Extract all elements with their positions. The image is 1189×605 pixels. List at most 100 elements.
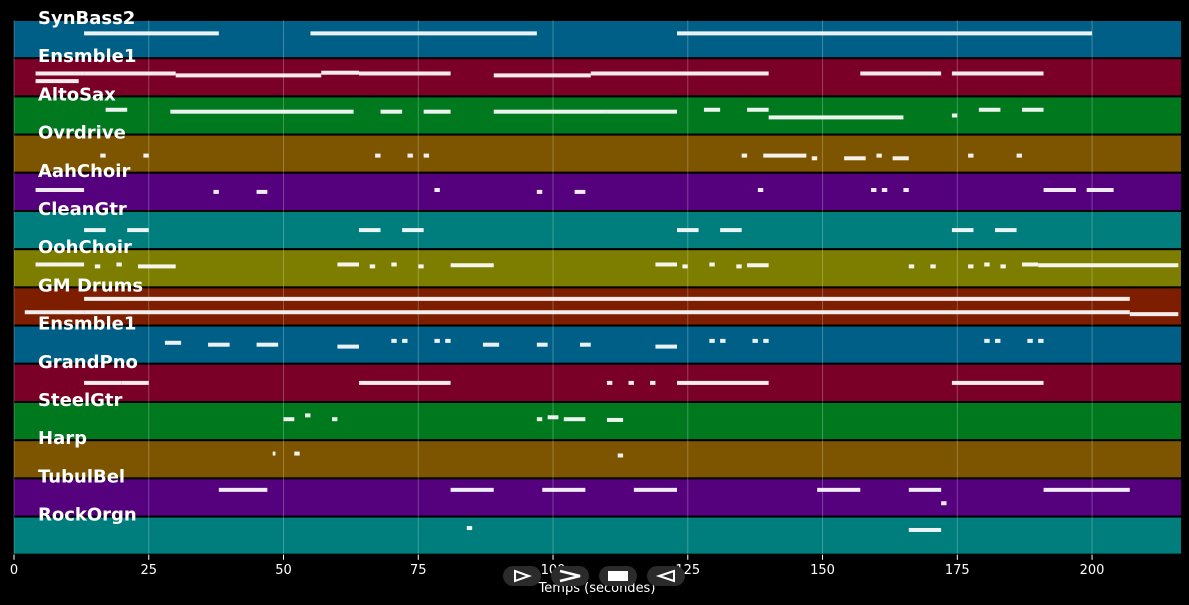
x-tick-label: 150 bbox=[810, 563, 835, 578]
stop-button[interactable] bbox=[599, 566, 637, 586]
track-lane bbox=[14, 212, 1181, 249]
track-lane bbox=[14, 21, 1181, 58]
note-bar bbox=[84, 31, 219, 36]
note-bar bbox=[1086, 187, 1114, 192]
x-tick-label: 50 bbox=[275, 563, 292, 578]
note-bar bbox=[860, 71, 942, 76]
note-bar bbox=[677, 31, 1093, 36]
note-bar bbox=[294, 451, 300, 456]
note-bar bbox=[121, 380, 149, 385]
track-labels: SynBass2 Ensmble1 AltoSax Ovrdrive AahChoir C… bbox=[38, 8, 143, 526]
note-bar bbox=[951, 71, 1044, 76]
note-bar bbox=[391, 262, 397, 267]
note-bar bbox=[811, 156, 818, 161]
note-bar bbox=[871, 187, 877, 192]
note-bar bbox=[951, 228, 974, 233]
note-bar bbox=[358, 71, 451, 76]
note-bar bbox=[434, 187, 440, 192]
track-lane bbox=[14, 441, 1181, 478]
note-bar bbox=[1043, 487, 1130, 492]
note-bar bbox=[978, 107, 1001, 112]
fast-forward-icon bbox=[559, 569, 581, 583]
track-label: Ensmble1 bbox=[38, 46, 136, 67]
note-bar bbox=[606, 380, 613, 385]
x-tick-label: 200 bbox=[1080, 563, 1105, 578]
note-bar bbox=[143, 153, 149, 158]
note-bar bbox=[127, 228, 149, 233]
note-bar bbox=[741, 153, 748, 158]
note-bar bbox=[757, 187, 764, 192]
note-bar bbox=[1000, 264, 1006, 269]
note-bar bbox=[175, 73, 322, 78]
note-bar bbox=[995, 338, 1001, 343]
note-bar bbox=[720, 228, 742, 233]
note-bar bbox=[434, 338, 440, 343]
track-label: TubulBel bbox=[38, 466, 125, 487]
track-lane bbox=[14, 479, 1181, 516]
track-label: AltoSax bbox=[38, 84, 116, 105]
note-bar bbox=[709, 262, 715, 267]
track-lane bbox=[14, 288, 1181, 325]
note-bar bbox=[968, 153, 974, 158]
note-bar bbox=[391, 338, 397, 343]
note-bar bbox=[218, 487, 268, 492]
note-bar bbox=[369, 264, 376, 269]
note-bar bbox=[402, 338, 408, 343]
note-bar bbox=[423, 109, 451, 114]
note-bar bbox=[579, 342, 591, 347]
note-bar bbox=[547, 415, 559, 420]
note-bar bbox=[536, 189, 543, 194]
note-bar bbox=[450, 263, 494, 268]
track-label: OohChoir bbox=[38, 237, 132, 258]
note-bar bbox=[283, 417, 295, 422]
play-icon bbox=[514, 569, 532, 583]
note-bar bbox=[84, 380, 122, 385]
note-bar bbox=[720, 338, 726, 343]
track-label: GrandPno bbox=[38, 352, 138, 373]
x-axis: 0255075100125150175200 bbox=[10, 554, 1105, 578]
track-label: Harp bbox=[38, 428, 87, 449]
note-bar bbox=[493, 109, 607, 114]
note-bar bbox=[747, 107, 769, 112]
rewind-button[interactable] bbox=[647, 566, 685, 586]
rewind-icon bbox=[655, 569, 675, 583]
note-bar bbox=[655, 262, 678, 267]
note-bar bbox=[1038, 263, 1179, 268]
note-bar bbox=[768, 115, 904, 120]
note-bar bbox=[137, 264, 176, 269]
note-bar bbox=[482, 342, 500, 347]
note-bar bbox=[1043, 187, 1076, 192]
note-bar bbox=[908, 487, 942, 492]
note-bar bbox=[1021, 262, 1039, 267]
track-lane bbox=[14, 517, 1181, 554]
note-bar bbox=[1021, 107, 1044, 112]
note-bar bbox=[164, 340, 182, 345]
note-bar bbox=[337, 344, 359, 349]
note-bar bbox=[1027, 338, 1033, 343]
note-bar bbox=[321, 70, 359, 75]
track-label: Ovrdrive bbox=[38, 123, 126, 144]
note-bar bbox=[574, 189, 586, 194]
note-bar bbox=[35, 79, 79, 84]
note-bar bbox=[650, 380, 656, 385]
track-label: SteelGtr bbox=[38, 390, 123, 411]
note-bar bbox=[763, 153, 807, 158]
note-bar bbox=[170, 109, 354, 114]
note-bar bbox=[984, 262, 990, 267]
play-button[interactable] bbox=[503, 566, 541, 586]
note-bar bbox=[951, 380, 1044, 385]
track-label: RockOrgn bbox=[38, 505, 137, 526]
note-bar bbox=[536, 342, 548, 347]
x-tick-label: 0 bbox=[10, 563, 18, 578]
note-bar bbox=[272, 451, 276, 456]
note-bar bbox=[606, 109, 678, 114]
note-bar bbox=[703, 107, 721, 112]
note-bar bbox=[100, 153, 106, 158]
track-lane bbox=[14, 173, 1181, 210]
note-bar bbox=[402, 228, 424, 233]
note-bar bbox=[951, 113, 958, 118]
note-bar bbox=[256, 189, 268, 194]
fast-forward-button[interactable] bbox=[551, 566, 589, 586]
note-events bbox=[24, 31, 1179, 532]
